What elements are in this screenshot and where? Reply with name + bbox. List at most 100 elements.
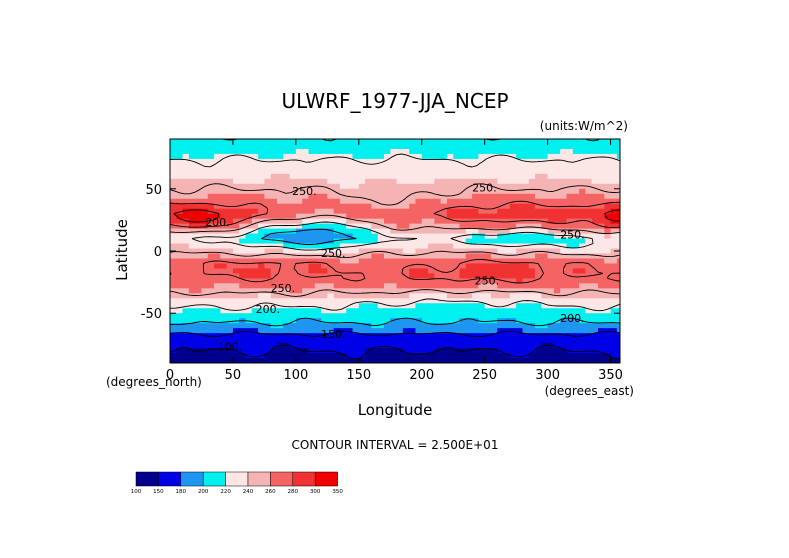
heatmap-cell-1878	[207, 268, 215, 274]
heatmap-cell-202	[535, 148, 542, 155]
heatmap-cell-1952	[220, 273, 228, 279]
heatmap-cell-1018	[232, 208, 240, 215]
heatmap-cell-1701	[453, 253, 461, 260]
heatmap-cell-2470	[308, 308, 316, 314]
heatmap-cell-266	[484, 153, 492, 160]
heatmap-cell-315	[339, 158, 347, 165]
heatmap-cell-306	[283, 158, 291, 165]
heatmap-cell-1647	[566, 248, 574, 255]
heatmap-cell-533	[352, 173, 360, 180]
heatmap-cell-1462	[308, 238, 316, 245]
heatmap-cell-53	[503, 139, 511, 145]
heatmap-cell-268	[497, 153, 505, 160]
heatmap-cell-2559	[415, 313, 423, 319]
heatmap-cell-2763	[339, 328, 347, 334]
heatmap-cell-2630	[409, 318, 417, 324]
heatmap-cell-1794	[585, 258, 593, 265]
heatmap-cell-3177	[226, 358, 234, 363]
heatmap-cell-2471	[314, 308, 322, 314]
heatmap-cell-499	[591, 168, 599, 175]
heatmap-cell-2623	[365, 318, 372, 324]
heatmap-cell-954	[283, 203, 291, 210]
heatmap-cell-2720	[522, 323, 530, 329]
heatmap-cell-2697	[377, 323, 385, 329]
heatmap-cell-1064	[522, 208, 530, 215]
heatmap-cell-1331	[390, 228, 398, 235]
heatmap-cell-1307	[239, 228, 247, 235]
heatmap-cell-186	[434, 148, 442, 155]
heatmap-cell-3160	[572, 353, 580, 359]
heatmap-cell-3241	[176, 363, 183, 369]
heatmap-cell-1161	[226, 218, 234, 225]
heatmap-cell-1814	[258, 263, 265, 270]
heatmap-cell-1960	[270, 273, 278, 279]
heatmap-cell-992	[522, 203, 530, 210]
heatmap-cell-1240	[270, 223, 278, 230]
heatmap-cell-2383	[214, 303, 221, 309]
heatmap-cell-2984	[371, 343, 379, 349]
heatmap-cell-481	[478, 168, 486, 175]
heatmap-cell-3136	[421, 353, 429, 359]
heatmap-cell-2067	[490, 278, 498, 284]
heatmap-cell-2858	[484, 333, 492, 339]
heatmap-cell-2090	[182, 283, 190, 289]
heatmap-cell-583	[214, 178, 221, 185]
heatmap-cell-1421	[503, 233, 511, 240]
heatmap-cell-2915	[390, 338, 398, 344]
heatmap-cell-67	[591, 139, 599, 145]
heatmap-cell-666	[283, 183, 291, 190]
heatmap-cell-508	[195, 173, 203, 180]
heatmap-cell-1843	[440, 263, 448, 270]
heatmap-cell-2912	[371, 338, 379, 344]
heatmap-cell-2567	[465, 313, 473, 319]
heatmap-cell-500	[597, 168, 605, 175]
heatmap-cell-2154	[585, 283, 593, 289]
heatmap-cell-1020	[245, 208, 253, 215]
heatmap-cell-3237	[604, 358, 612, 363]
heatmap-cell-757	[402, 188, 410, 195]
heatmap-cell-45	[453, 139, 461, 145]
heatmap-cell-2893	[251, 338, 259, 344]
heatmap-cell-518	[258, 173, 265, 180]
heatmap-cell-1456	[270, 238, 278, 245]
heatmap-cell-47	[465, 139, 473, 145]
heatmap-cell-1660	[195, 253, 203, 260]
heatmap-cell-2510	[560, 308, 568, 314]
heatmap-cell-2283	[490, 293, 498, 299]
heatmap-cell-1141	[553, 213, 561, 220]
heatmap-cell-1478	[409, 238, 417, 245]
heatmap-cell-3225	[528, 358, 536, 363]
heatmap-cell-448	[270, 168, 278, 175]
heatmap-cell-2477	[352, 308, 360, 314]
heatmap-cell-537	[377, 173, 385, 180]
heatmap-cell-1400	[371, 233, 379, 240]
heatmap-cell-1926	[509, 268, 517, 274]
heatmap-cell-1373	[201, 233, 209, 240]
heatmap-cell-2001	[528, 273, 536, 279]
heatmap-cell-2863	[516, 333, 524, 339]
heatmap-cell-648	[170, 183, 177, 190]
heatmap-cell-534	[358, 173, 366, 180]
heatmap-cell-1782	[509, 258, 517, 265]
heatmap-cell-3000	[472, 343, 479, 349]
heatmap-cell-2741	[201, 328, 209, 334]
heatmap-cell-1504	[572, 238, 580, 245]
heatmap-cell-833	[428, 193, 435, 200]
heatmap-cell-2400	[321, 303, 328, 309]
heatmap-cell-1845	[453, 263, 461, 270]
heatmap-cell-2185	[327, 288, 335, 294]
heatmap-cell-172	[346, 148, 354, 155]
heatmap-cell-853	[553, 193, 561, 200]
heatmap-cell-2897	[276, 338, 284, 344]
heatmap-cell-2540	[295, 313, 303, 319]
heatmap-cell-1189	[402, 218, 410, 225]
heatmap-cell-2414	[409, 303, 417, 309]
heatmap-cell-1285	[553, 223, 561, 230]
heatmap-cell-1841	[428, 263, 435, 270]
heatmap-cell-3263	[315, 363, 322, 369]
heatmap-cell-1479	[415, 238, 423, 245]
heatmap-cell-2571	[490, 313, 498, 319]
heatmap-cell-2052	[396, 278, 404, 284]
heatmap-cell-2619	[339, 318, 347, 324]
heatmap-cell-91	[289, 143, 297, 150]
